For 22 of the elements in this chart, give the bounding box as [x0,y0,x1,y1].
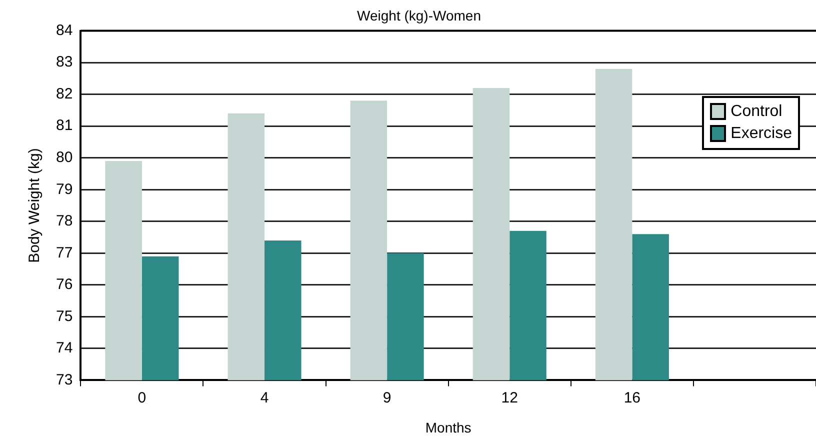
y-tick-label: 80 [56,148,73,166]
x-tick-label: 9 [382,389,392,406]
y-tick-label: 81 [56,117,73,134]
y-axis-title: Body Weight (kg) [26,148,44,263]
legend-label: Exercise [730,124,792,144]
y-tick-label: 82 [56,85,73,102]
y-tick-label: 83 [56,54,73,71]
x-tick-label: 0 [138,389,146,406]
x-tick-label: 12 [501,389,518,406]
x-axis-title: Months [425,419,472,436]
y-tick-label: 73 [56,371,73,388]
y-tick-label: 76 [56,276,73,294]
legend-label: Control [730,102,782,122]
x-tick-label: 4 [260,389,269,406]
y-tick-label: 75 [56,308,73,325]
y-tick-label: 77 [56,244,73,262]
y-tick-label: 84 [56,22,73,39]
x-tick-label: 16 [624,389,641,406]
chart-title: Weight (kg)-Women [357,7,481,24]
y-tick-label: 78 [56,212,73,230]
y-tick-label: 74 [56,340,73,357]
y-tick-label: 79 [56,180,73,198]
